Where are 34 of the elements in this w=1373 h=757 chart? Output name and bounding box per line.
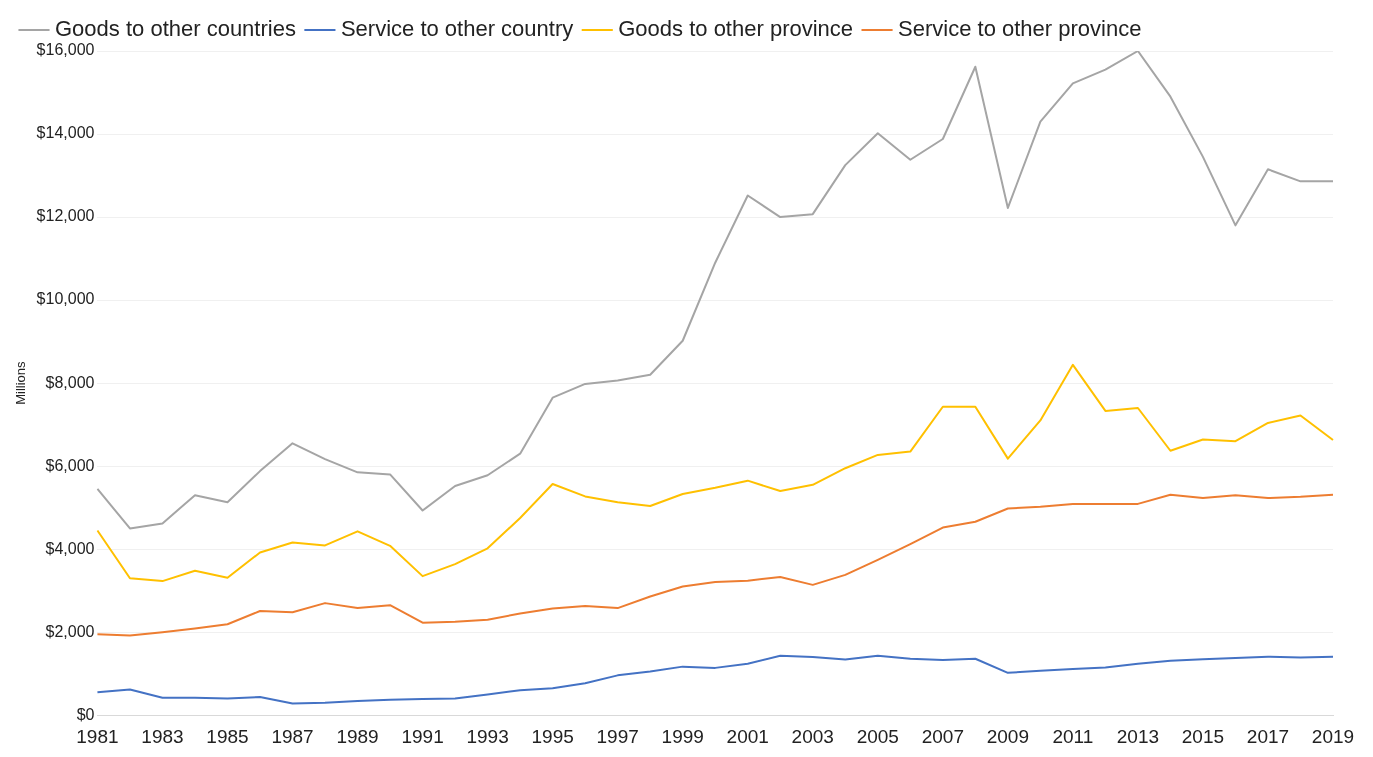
legend-label: Goods to other province (618, 16, 854, 42)
x-tick-label: 2019 (1311, 725, 1355, 747)
x-tick-label: 1999 (661, 725, 704, 747)
y-tick-label: $12,000 (36, 207, 95, 225)
x-tick-label: 2013 (1116, 725, 1160, 747)
y-tick-label: $14,000 (36, 124, 95, 142)
legend-label: Service to other province (898, 16, 1142, 42)
y-tick-label: $10,000 (36, 290, 95, 308)
y-tick-label: $16,000 (36, 41, 95, 59)
x-tick-label: 2007 (921, 725, 964, 747)
x-tick-label: 2015 (1181, 725, 1225, 747)
x-tick-label: 2009 (986, 725, 1029, 747)
y-tick-label: $6,000 (45, 456, 95, 474)
x-tick-label: 2003 (791, 725, 834, 747)
y-tick-label: $2,000 (45, 622, 95, 640)
y-axis-title: Millions (13, 360, 29, 405)
x-tick-label: 1993 (466, 725, 509, 747)
y-tick-label: $8,000 (45, 373, 95, 391)
y-tick-label: $4,000 (45, 539, 95, 557)
x-tick-label: 1983 (141, 725, 184, 747)
x-tick-label: 1987 (271, 725, 314, 747)
legend-label: Goods to other countries (55, 16, 296, 42)
x-tick-label: 2001 (726, 725, 769, 747)
x-tick-label: 2017 (1246, 725, 1290, 747)
x-tick-label: 1981 (76, 725, 119, 747)
x-tick-label: 1991 (401, 725, 444, 747)
x-tick-label: 1995 (531, 725, 574, 747)
x-tick-label: 1989 (336, 725, 379, 747)
x-tick-label: 2011 (1052, 725, 1094, 747)
x-tick-label: 1985 (206, 725, 249, 747)
x-tick-label: 2005 (856, 725, 899, 747)
y-tick-label: $0 (76, 705, 95, 723)
x-tick-label: 1997 (596, 725, 639, 747)
legend-label: Service to other country (340, 16, 574, 42)
